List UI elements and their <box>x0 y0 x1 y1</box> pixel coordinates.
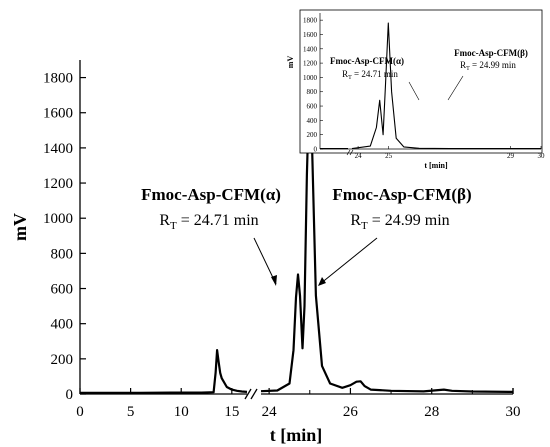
y-tick-label: 800 <box>51 246 74 262</box>
inset-annotation-alpha-arrow <box>408 81 420 101</box>
inset-x-tick-label: 30 <box>538 152 546 160</box>
inset-chart: 0 200 400 600 800 1000 1200 1400 1600 1800 24 25 29… <box>286 9 546 170</box>
inset-y-axis-title: mV <box>286 56 295 69</box>
y-axis-title: mV <box>10 213 30 241</box>
axis-break-mark <box>250 388 258 400</box>
x-tick-label: 15 <box>224 404 239 420</box>
y-tick-label: 1600 <box>43 106 73 122</box>
inset-y-tick-label: 1400 <box>303 45 318 53</box>
y-tick-label: 1800 <box>43 71 73 87</box>
x-tick-label: 30 <box>506 404 521 420</box>
annotation-alpha-rt: RT = 24.71 min <box>159 212 258 232</box>
inset-axis-break <box>346 149 351 156</box>
x-tick-label: 0 <box>76 404 84 420</box>
x-axis-title: t [min] <box>270 425 323 445</box>
annotation-beta-name: Fmoc-Asp-CFM(β) <box>332 185 471 204</box>
y-ticks: 0 200 400 600 800 1000 1200 1400 1600 1800 <box>43 71 86 403</box>
annotation-beta-arrowhead <box>318 277 326 286</box>
inset-annotation-alpha-name: Fmoc-Asp-CFM(α) <box>330 56 404 66</box>
inset-trace <box>320 22 541 150</box>
axis-break-mark <box>244 388 252 400</box>
y-tick-label: 1200 <box>43 176 73 192</box>
y-tick-label: 400 <box>51 317 74 333</box>
y-tick-label: 200 <box>51 352 74 368</box>
inset-annotation-beta-arrow <box>447 75 464 101</box>
inset-y-tick-label: 400 <box>307 117 318 125</box>
inset-y-tick-label: 1600 <box>303 31 318 39</box>
inset-y-tick-label: 1800 <box>303 17 318 25</box>
inset-x-tick-label: 24 <box>355 152 363 160</box>
x-tick-label: 28 <box>424 404 439 420</box>
inset-x-tick-label: 29 <box>507 152 515 160</box>
annotation-beta-arrow <box>319 237 378 285</box>
inset-y-tick-label: 800 <box>307 88 318 96</box>
x-tick-label: 10 <box>174 404 189 420</box>
inset-annotation-beta-rt: RT = 24.99 min <box>460 60 516 72</box>
annotation-beta-rt: RT = 24.99 min <box>350 212 449 232</box>
x-tick-label: 5 <box>127 404 135 420</box>
y-tick-label: 1000 <box>43 211 73 227</box>
annotation-alpha-arrow <box>253 237 277 285</box>
annotation-alpha-arrowhead <box>271 275 277 286</box>
x-tick-label: 24 <box>262 404 278 420</box>
inset-annotation-beta-name: Fmoc-Asp-CFM(β) <box>454 48 528 58</box>
chromatogram-trace <box>80 83 514 394</box>
inset-y-tick-label: 0 <box>314 146 318 154</box>
inset-x-axis-title: t [min] <box>424 161 448 170</box>
inset-axis-break <box>349 149 354 156</box>
inset-frame <box>299 9 543 154</box>
y-tick-label: 600 <box>51 282 74 298</box>
annotation-alpha-name: Fmoc-Asp-CFM(α) <box>141 185 281 204</box>
x-tick-label: 26 <box>343 404 359 420</box>
inset-y-tick-label: 1200 <box>303 60 318 68</box>
inset-y-tick-label: 600 <box>307 103 318 111</box>
inset-annotation-alpha-rt: RT = 24.71 min <box>342 69 398 81</box>
inset-y-tick-label: 1000 <box>303 74 318 82</box>
y-tick-label: 1400 <box>43 141 73 157</box>
inset-y-tick-label: 200 <box>307 131 318 139</box>
x-ticks: 0 5 10 15 24 26 28 30 <box>76 388 521 420</box>
y-tick-label: 0 <box>66 387 74 403</box>
inset-x-tick-label: 25 <box>385 152 393 160</box>
